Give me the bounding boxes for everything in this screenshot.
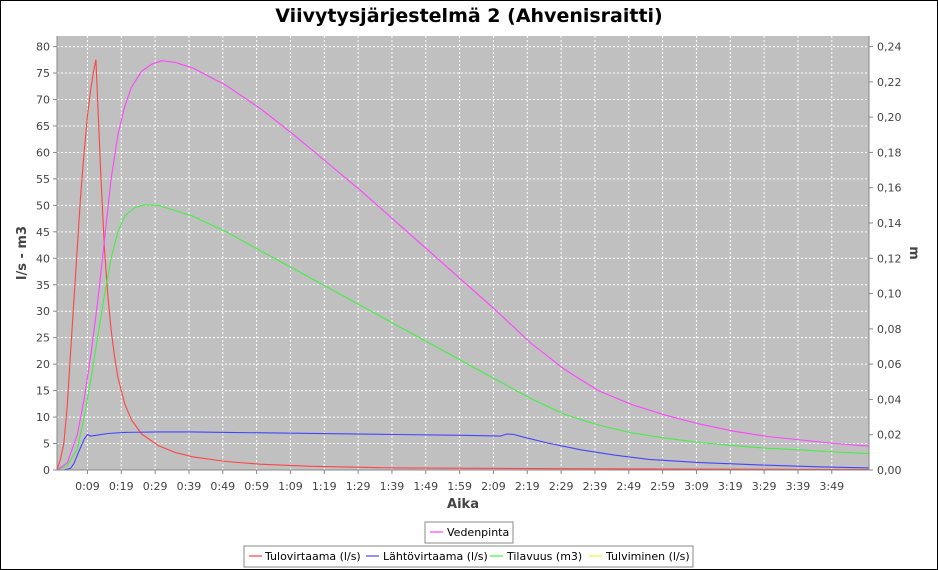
legend-top-box [424,521,514,544]
y-left-tick-label-13: 65 [36,120,50,133]
series-line-vedenpinta [56,60,870,471]
y-axis-left-label: l/s - m3 [15,226,30,280]
y-right-tick-label-0: 0,00 [877,464,902,477]
x-tick-label-19: 3:19 [718,480,743,493]
chart-title: Viivytysjärjestelmä 2 (Ahvenisraitti) [275,5,663,27]
plot-area [57,36,869,470]
x-tick-label-20: 3:29 [752,480,777,493]
y-right-tick-label-4: 0,08 [877,323,902,336]
y-right-tick-label-11: 0,22 [877,76,902,89]
x-tick-label-16: 2:49 [616,480,641,493]
y-right-tick-label-12: 0,24 [877,41,902,54]
x-tick-label-6: 1:09 [278,480,303,493]
x-tick-label-10: 1:49 [413,480,438,493]
y-left-tick-label-7: 35 [36,279,50,292]
y-right-tick-label-1: 0,02 [877,429,902,442]
tick-labels: 0:09 0:19 0:29 0:39 0:49 0:59 1:09 1:19 1:29 1:39… [36,41,902,493]
x-tick-label-3: 0:39 [177,480,202,493]
x-tick-label-11: 1:59 [447,480,472,493]
y-right-tick-label-2: 0,04 [877,393,902,406]
y-right-tick-label-6: 0,12 [877,252,902,265]
x-tick-label-13: 2:19 [515,480,540,493]
x-tick-label-12: 2:09 [481,480,506,493]
x-tick-label-2: 0:29 [143,480,168,493]
x-tick-label-15: 2:39 [583,480,608,493]
x-tick-label-14: 2:29 [549,480,574,493]
x-axis-label: Aika [447,497,479,512]
y-right-tick-label-5: 0,10 [877,288,902,301]
x-tick-label-7: 1:19 [312,480,337,493]
y-left-tick-label-2: 10 [36,411,50,424]
y-right-tick-label-3: 0,06 [877,358,902,371]
y-left-tick-label-11: 55 [36,173,50,186]
legend-label-lahtovirtaama: Lähtövirtaama (l/s) [383,550,488,563]
y-right-tick-label-8: 0,16 [877,182,902,195]
x-tick-label-22: 3:49 [819,480,844,493]
y-axis-right-label: m [906,246,921,260]
legend-bottom-box [243,545,694,568]
y-right-tick-label-9: 0,18 [877,146,902,159]
y-left-tick-label-6: 30 [36,305,50,318]
y-left-tick-label-3: 15 [36,385,50,398]
x-tick-label-17: 2:59 [650,480,675,493]
y-right-tick-label-10: 0,20 [877,111,902,124]
y-left-tick-label-14: 70 [36,94,50,107]
legend-label-tulovirtaama: Tulovirtaama (l/s) [264,550,361,563]
y-left-tick-label-12: 60 [36,146,50,159]
x-tick-label-4: 0:49 [210,480,235,493]
legend-label-tilavuus: Tilavuus (m3) [506,550,582,563]
x-tick-label-0: 0:09 [75,480,100,493]
legend-label-tulviminen: Tulviminen (l/s) [605,550,690,563]
y-left-tick-label-1: 5 [43,438,50,451]
legend-bottom: Tulovirtaama (l/s) Lähtövirtaama (l/s) T… [243,545,694,568]
y-left-tick-label-0: 0 [43,464,50,477]
legend-label-vedenpinta: Vedenpinta [447,526,509,539]
y-left-tick-label-8: 40 [36,252,50,265]
series-line-lahtovirtaama-l-s [57,431,870,471]
x-tick-label-18: 3:09 [684,480,709,493]
series-line-tilavuus-m3 [56,204,870,471]
y-left-tick-label-10: 50 [36,199,50,212]
y-left-tick-label-15: 75 [36,67,50,80]
legend-top: Vedenpinta [424,521,514,544]
y-left-tick-label-16: 80 [36,41,50,54]
y-left-tick-label-5: 25 [36,332,50,345]
x-tick-label-5: 0:59 [244,480,269,493]
x-tick-label-21: 3:39 [786,480,811,493]
x-tick-label-8: 1:29 [346,480,371,493]
series-line-tulovirtaama-l-s [56,59,870,471]
y-left-tick-label-4: 20 [36,358,50,371]
y-left-tick-label-9: 45 [36,226,50,239]
x-tick-label-9: 1:39 [380,480,405,493]
y-right-tick-label-7: 0,14 [877,217,902,230]
x-tick-label-1: 0:19 [109,480,134,493]
